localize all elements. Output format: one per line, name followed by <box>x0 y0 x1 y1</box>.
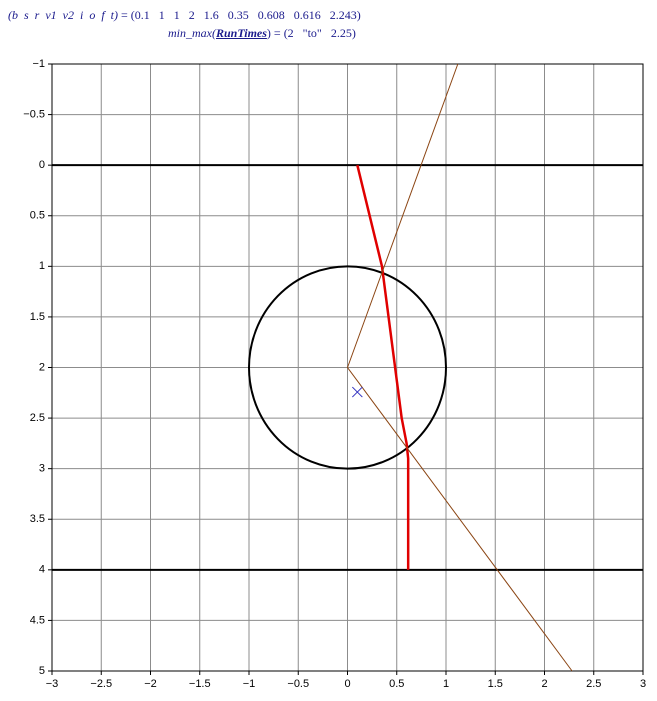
circle <box>248 265 447 470</box>
close: ) <box>266 26 271 40</box>
func: min_max( <box>168 26 216 40</box>
y-tick-label: 3 <box>39 463 45 475</box>
x-tick-label: 0 <box>344 678 350 690</box>
x-tick-label: −2 <box>144 678 157 690</box>
x-tick-label: 0.5 <box>389 678 404 690</box>
x-tick-label: 1 <box>443 678 449 690</box>
rhs: (2 "to" 2.25) <box>283 26 356 40</box>
y-tick-label: 0.5 <box>30 210 45 222</box>
y-tick-label: −0.5 <box>23 108 45 120</box>
op: = <box>121 8 128 22</box>
y-tick-label: 5 <box>39 665 45 677</box>
rhs: (0.1 1 1 2 1.6 0.35 0.608 0.616 2.243) <box>130 8 361 22</box>
x-tick-label: −1.5 <box>189 678 211 690</box>
lhs: (b s r v1 v2 i o f t) <box>8 8 118 22</box>
y-tick-label: 4 <box>39 564 45 576</box>
x-tick-label: −0.5 <box>287 678 309 690</box>
equation-1: (b s r v1 v2 i o f t) = (0.1 1 1 2 1.6 0… <box>8 8 361 23</box>
y-tick-label: −1 <box>32 58 45 70</box>
y-tick-label: 0 <box>39 159 45 171</box>
x-tick-label: −2.5 <box>90 678 112 690</box>
x-tick-label: 2 <box>541 678 547 690</box>
x-tick-label: −1 <box>243 678 256 690</box>
y-tick-label: 4.5 <box>30 614 45 626</box>
x-tick-label: 3 <box>640 678 646 690</box>
arg: RunTimes <box>216 26 267 40</box>
y-tick-label: 2.5 <box>30 412 45 424</box>
op: = <box>273 26 281 40</box>
line <box>356 164 410 570</box>
plot-frame <box>51 63 644 672</box>
y-tick-label: 1.5 <box>30 311 45 323</box>
x-tick-label: −3 <box>46 678 59 690</box>
marker <box>351 386 363 398</box>
equation-2: min_max(RunTimes) = (2 "to" 2.25) <box>168 26 356 41</box>
y-tick-label: 3.5 <box>30 513 45 525</box>
x-tick-label: 1.5 <box>488 678 503 690</box>
y-tick-label: 2 <box>39 361 45 373</box>
line <box>346 63 573 672</box>
y-tick-label: 1 <box>39 260 45 272</box>
x-tick-label: 2.5 <box>586 678 601 690</box>
